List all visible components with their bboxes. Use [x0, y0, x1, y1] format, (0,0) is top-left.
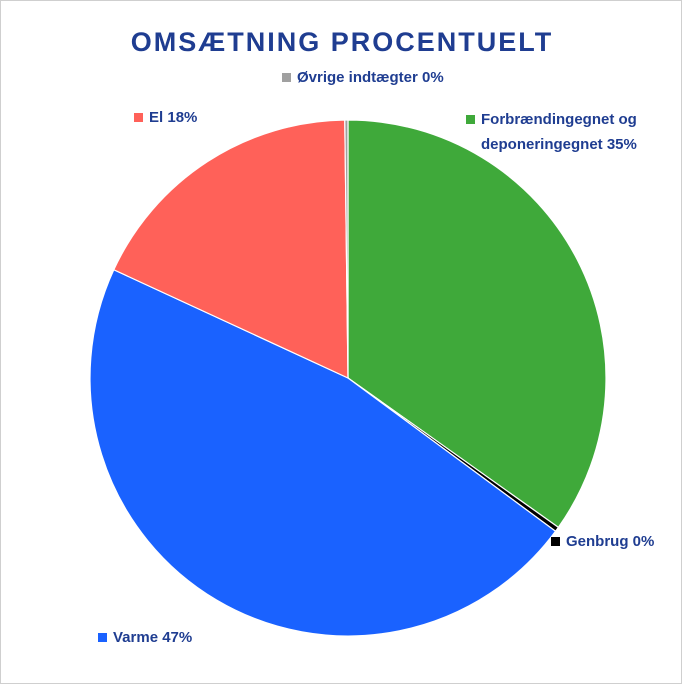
pie-slice	[89, 268, 557, 637]
data-label: El 18%	[134, 105, 299, 130]
data-label: Øvrige indtægter 0%	[282, 65, 547, 90]
pie-slice	[347, 119, 607, 529]
category-label: Varme	[113, 629, 159, 646]
legend-marker	[551, 537, 560, 546]
data-label: Varme 47%	[98, 625, 313, 650]
data-label: Genbrug 0%	[551, 529, 682, 554]
legend-marker	[466, 115, 475, 124]
pie-slice	[344, 119, 349, 379]
data-label: Forbrændingegnet og deponeringegnet 35%	[466, 107, 681, 157]
value-label: 47%	[162, 629, 193, 646]
value-label: 35%	[606, 136, 637, 153]
chart-title: OMSÆTNING PROCENTUELT	[130, 27, 554, 57]
legend-marker	[98, 633, 107, 642]
legend-marker	[282, 73, 291, 82]
legend-marker	[134, 113, 143, 122]
category-label: Forbrændingegnet og deponeringegnet	[481, 111, 637, 153]
value-label: 18%	[167, 109, 198, 126]
value-label: 0%	[632, 533, 655, 550]
category-label: Øvrige indtægter	[297, 69, 418, 86]
value-label: 0%	[422, 69, 444, 86]
pie-slice	[113, 119, 349, 379]
category-label: El	[149, 109, 164, 126]
category-label: Genbrug	[566, 533, 629, 550]
